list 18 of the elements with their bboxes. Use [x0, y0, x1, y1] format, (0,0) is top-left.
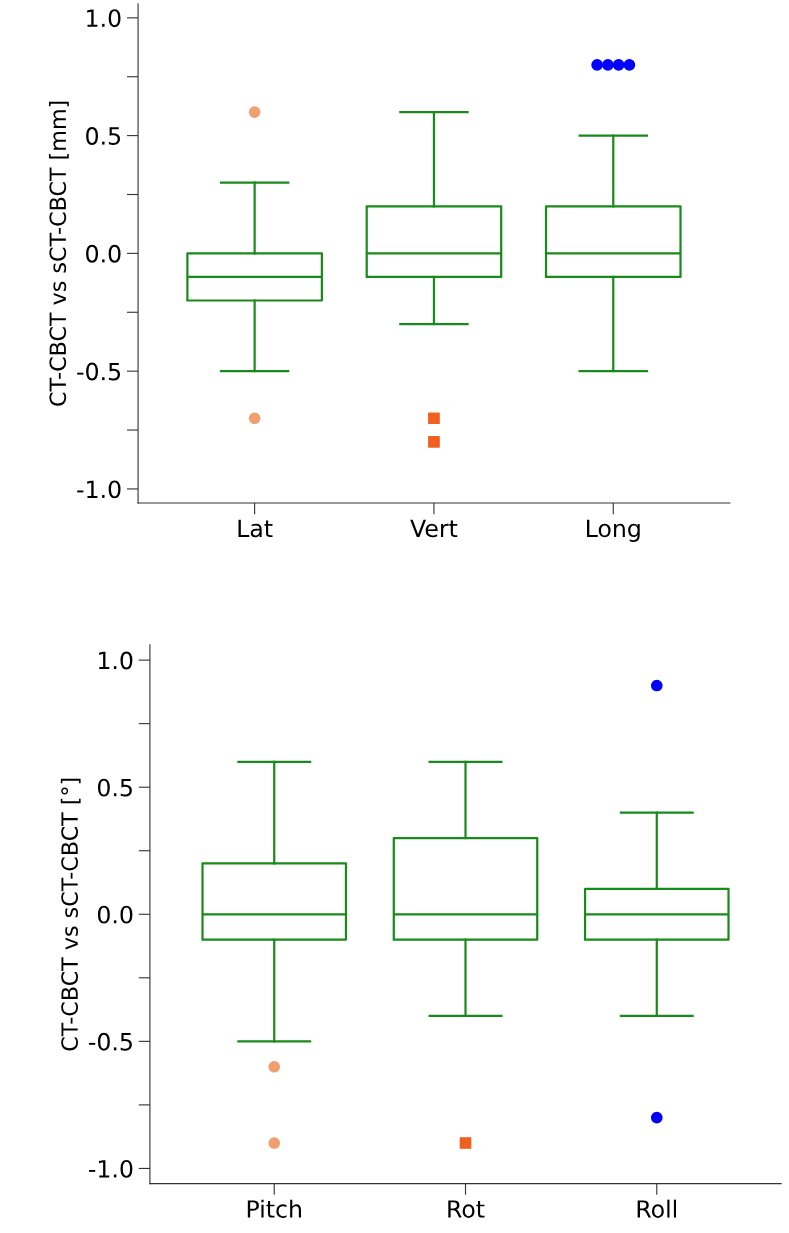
- y-tick-label: -1.0: [89, 1159, 133, 1178]
- x-tick-label: Vert: [410, 519, 458, 538]
- y-tick-label: -0.5: [77, 362, 121, 381]
- y-tick-label: 0.5: [86, 127, 121, 145]
- y-tick-label: 0.0: [86, 244, 121, 263]
- x-tick-label: Lat: [238, 519, 273, 538]
- x-tick-label: Roll: [637, 1199, 677, 1218]
- y-axis-title: CT-CBCT vs sCT-CBCT [°]: [60, 778, 81, 1051]
- x-tick-label: Pitch: [247, 1199, 301, 1218]
- y-tick-label: 0.0: [97, 905, 133, 924]
- x-tick-label: Long: [587, 519, 640, 542]
- x-tick-label: Rot: [448, 1200, 485, 1218]
- y-tick-label: -0.5: [89, 1032, 132, 1051]
- y-tick-label: 0.5: [97, 778, 132, 797]
- y-axis-title: CT-CBCT vs sCT-CBCT [mm]: [48, 101, 69, 406]
- y-tick-label: 1.0: [98, 651, 133, 670]
- y-tick-label: -1.0: [77, 480, 121, 499]
- y-tick-label: 1.0: [87, 9, 121, 28]
